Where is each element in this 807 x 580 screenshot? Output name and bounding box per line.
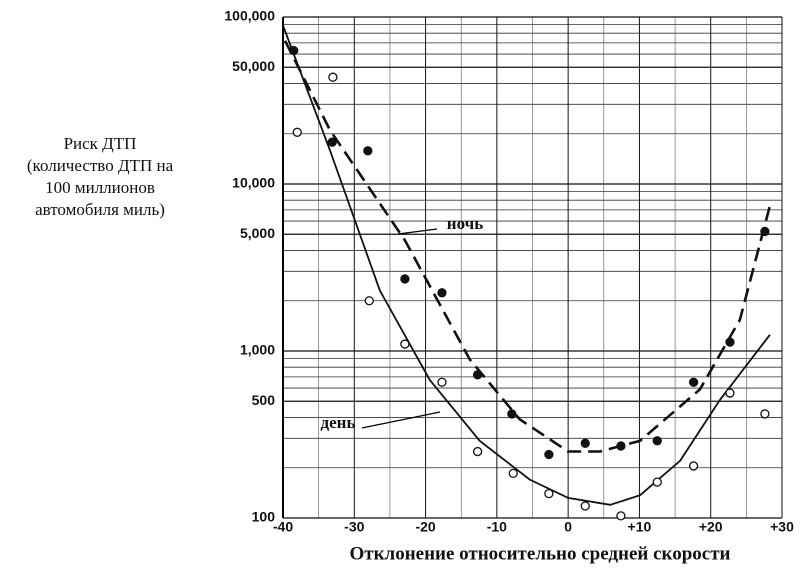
- day-point: [688, 461, 699, 471]
- y-axis-label-line: автомобиля миль): [35, 200, 165, 219]
- day-point: [652, 477, 662, 487]
- y-tick-label: 1,000: [240, 342, 275, 358]
- night-point: [688, 377, 699, 387]
- day-point: [508, 468, 518, 479]
- day-point: [400, 339, 410, 349]
- fit-curve: [283, 40, 772, 453]
- x-tick-label: -10: [487, 519, 507, 535]
- night-point: [580, 438, 590, 448]
- label-leader: [397, 228, 438, 235]
- day-point: [437, 377, 447, 387]
- x-tick-label: +10: [628, 519, 652, 535]
- night-point: [400, 274, 410, 284]
- x-tick-label: +30: [770, 519, 794, 535]
- y-tick-label: 100,000: [224, 8, 275, 24]
- x-tick-label: -40: [273, 519, 293, 535]
- label-leader: [361, 411, 441, 429]
- x-tick-label: +20: [699, 519, 723, 535]
- night-point: [652, 436, 662, 446]
- day-point: [328, 72, 338, 82]
- y-axis-label-line: (количество ДТП на: [27, 156, 174, 175]
- fit-curve: [282, 25, 771, 506]
- y-tick-label: 10,000: [232, 175, 275, 191]
- night-point: [437, 288, 447, 298]
- night-point: [760, 226, 770, 237]
- y-axis-label-line: Риск ДТП: [64, 134, 137, 153]
- x-tick-label: -30: [344, 519, 364, 535]
- y-tick-label: 500: [252, 392, 276, 408]
- day-point: [760, 409, 770, 419]
- y-tick-label: 5,000: [240, 225, 275, 241]
- day-point: [364, 296, 374, 306]
- night-point: [616, 441, 626, 451]
- day-point: [616, 511, 626, 521]
- night-point: [327, 137, 337, 147]
- x-tick-label: 0: [564, 519, 572, 535]
- x-axis-label: Отклонение относительно средней скорости: [349, 543, 730, 564]
- x-tick-label: -20: [415, 519, 435, 535]
- day-point: [472, 446, 483, 457]
- day-point: [292, 127, 302, 137]
- y-tick-label: 100: [252, 509, 276, 525]
- day-point: [544, 488, 554, 499]
- day-point: [725, 388, 735, 398]
- y-axis-label: Риск ДТП (количество ДТП на 100 миллионов а…: [27, 134, 174, 219]
- night-point: [363, 146, 373, 156]
- y-axis-label-line: 100 миллионов: [45, 178, 155, 197]
- night-point: [507, 409, 517, 419]
- y-tick-label: 50,000: [232, 58, 275, 74]
- day-point: [580, 501, 590, 511]
- series-label: день: [321, 413, 356, 432]
- series-label: ночь: [447, 214, 483, 233]
- night-point: [544, 449, 554, 460]
- night-point: [725, 337, 735, 347]
- night-point: [472, 370, 483, 380]
